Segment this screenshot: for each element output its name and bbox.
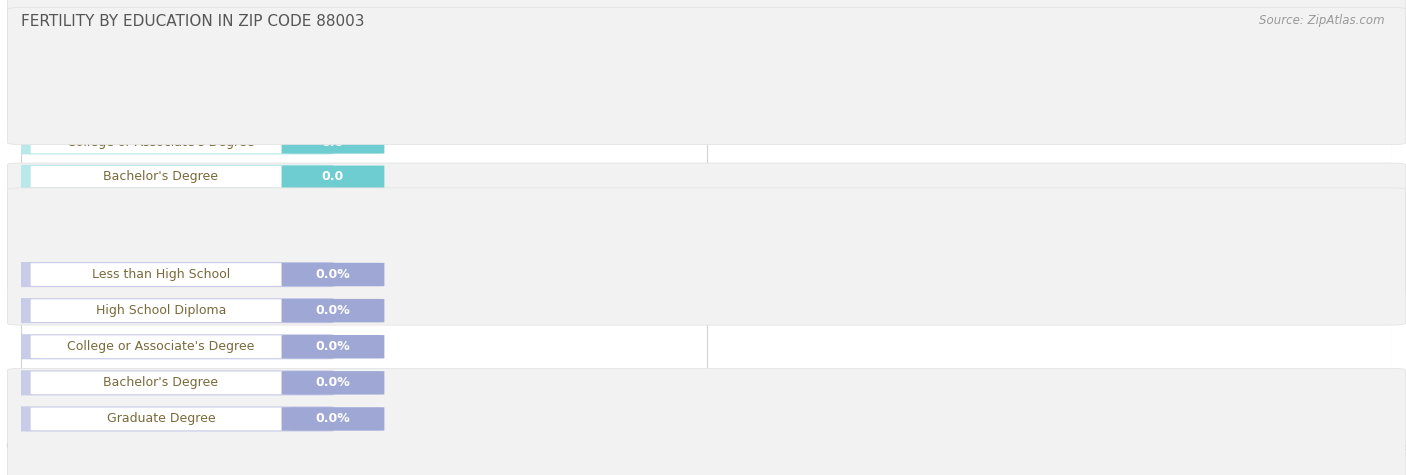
FancyBboxPatch shape [14,62,333,86]
Text: 0.0%: 0.0% [315,304,350,317]
Text: Less than High School: Less than High School [91,67,231,81]
FancyBboxPatch shape [14,262,333,287]
FancyBboxPatch shape [31,132,291,153]
Text: Bachelor's Degree: Bachelor's Degree [104,170,218,183]
Text: 0.0: 0.0 [322,136,344,149]
FancyBboxPatch shape [281,263,384,286]
FancyBboxPatch shape [14,407,333,431]
FancyBboxPatch shape [281,200,384,222]
FancyBboxPatch shape [7,369,1406,475]
FancyBboxPatch shape [281,63,384,85]
Text: 0.0: 0.0 [322,67,344,81]
Text: 0.0: 0.0 [322,102,344,115]
FancyBboxPatch shape [31,299,291,322]
Text: 0.0: 0.0 [322,204,344,218]
Text: Bachelor's Degree: Bachelor's Degree [104,376,218,390]
FancyBboxPatch shape [31,97,291,119]
FancyBboxPatch shape [31,371,291,394]
FancyBboxPatch shape [281,335,384,359]
FancyBboxPatch shape [7,163,1406,293]
Text: High School Diploma: High School Diploma [96,304,226,317]
FancyBboxPatch shape [31,263,291,286]
FancyBboxPatch shape [31,200,291,222]
FancyBboxPatch shape [281,166,384,188]
Text: Graduate Degree: Graduate Degree [107,204,215,218]
Text: 0.0%: 0.0% [315,412,350,426]
Text: College or Associate's Degree: College or Associate's Degree [67,136,254,149]
Text: High School Diploma: High School Diploma [96,102,226,115]
FancyBboxPatch shape [7,0,1406,122]
Text: Graduate Degree: Graduate Degree [107,412,215,426]
FancyBboxPatch shape [31,335,291,358]
Text: FERTILITY BY EDUCATION IN ZIP CODE 88003: FERTILITY BY EDUCATION IN ZIP CODE 88003 [21,14,364,29]
FancyBboxPatch shape [14,96,333,120]
FancyBboxPatch shape [281,299,384,323]
FancyBboxPatch shape [31,63,291,85]
Text: 0.0%: 0.0% [315,376,350,390]
Text: Less than High School: Less than High School [91,268,231,281]
Text: 0.0%: 0.0% [315,268,350,281]
Text: College or Associate's Degree: College or Associate's Degree [67,340,254,353]
Text: Source: ZipAtlas.com: Source: ZipAtlas.com [1260,14,1385,27]
FancyBboxPatch shape [281,407,384,431]
FancyBboxPatch shape [31,408,291,430]
FancyBboxPatch shape [31,166,291,188]
FancyBboxPatch shape [281,371,384,395]
FancyBboxPatch shape [7,188,1406,325]
FancyBboxPatch shape [281,132,384,153]
Text: 0.0%: 0.0% [315,340,350,353]
FancyBboxPatch shape [14,165,333,189]
FancyBboxPatch shape [14,131,333,154]
FancyBboxPatch shape [14,334,333,359]
FancyBboxPatch shape [281,97,384,119]
FancyBboxPatch shape [14,199,333,223]
FancyBboxPatch shape [7,8,1406,144]
FancyBboxPatch shape [14,370,333,395]
Text: 0.0: 0.0 [322,170,344,183]
FancyBboxPatch shape [14,298,333,323]
